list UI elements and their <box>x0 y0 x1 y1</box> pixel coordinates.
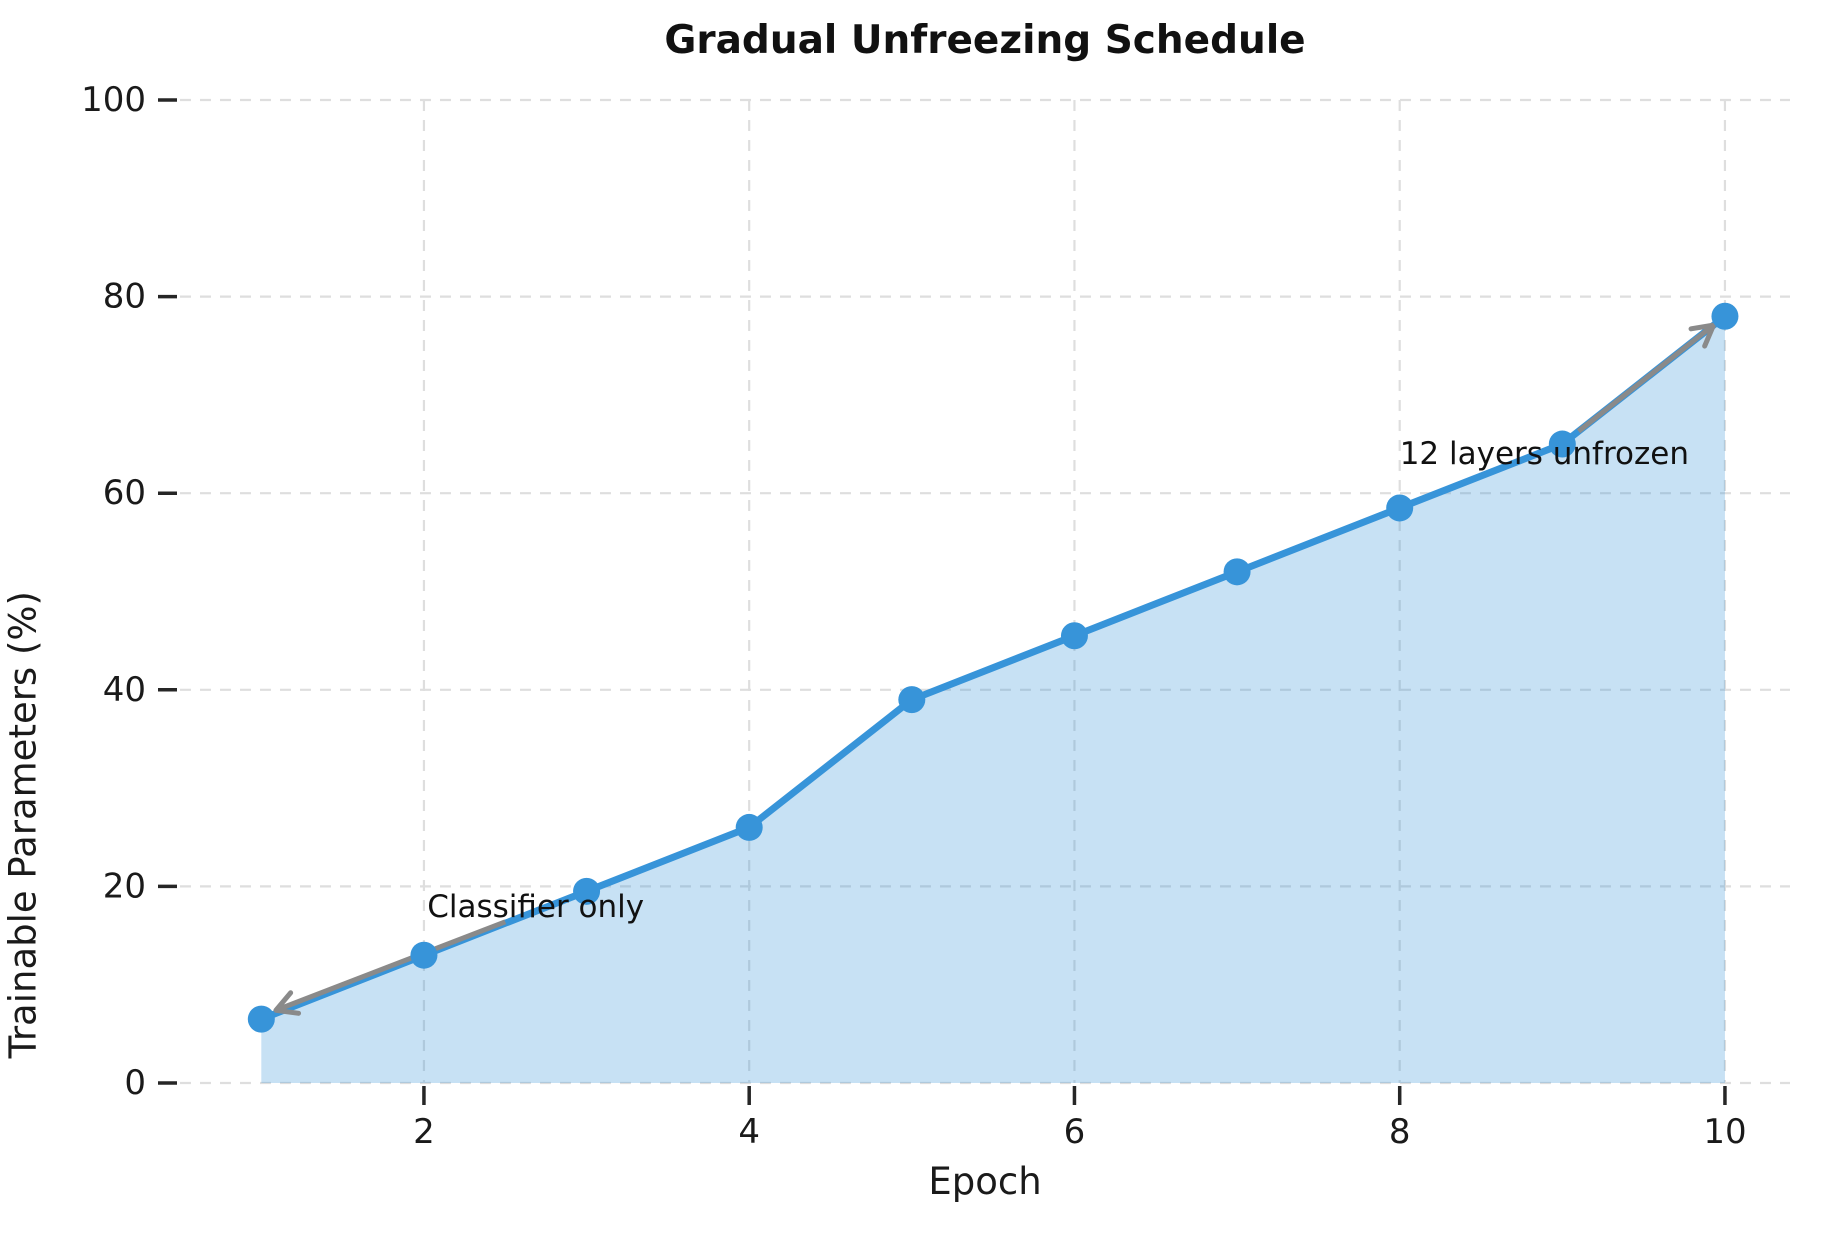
data-point <box>1548 430 1576 458</box>
x-tick-label: 8 <box>1389 1112 1411 1152</box>
data-point <box>573 877 601 905</box>
annotation-arrow <box>1577 322 1717 434</box>
x-axis-label: Epoch <box>928 1160 1042 1203</box>
y-tick-label: 80 <box>103 277 146 317</box>
x-tick-label: 6 <box>1064 1112 1086 1152</box>
y-tick-label: 60 <box>103 473 146 513</box>
y-tick-label: 40 <box>103 670 146 710</box>
data-point <box>1223 558 1251 586</box>
annotation-arrow <box>273 919 507 1016</box>
data-point <box>410 941 438 969</box>
data-point <box>898 686 926 714</box>
data-point <box>1711 302 1739 330</box>
area-fill <box>261 316 1725 1083</box>
y-tick-label: 100 <box>81 80 146 120</box>
data-point <box>1060 622 1088 650</box>
y-axis-label-text: Trainable Parameters (%) <box>1 591 44 1059</box>
annotation-text: Classifier only <box>427 889 644 925</box>
x-tick-label: 10 <box>1703 1112 1746 1152</box>
y-tick-label: 20 <box>103 866 146 906</box>
annotation-text: 12 layers unfrozen <box>1400 436 1689 472</box>
chart-title: Gradual Unfreezing Schedule <box>664 18 1306 63</box>
x-tick-label: 4 <box>738 1112 760 1152</box>
y-tick-label: 0 <box>124 1063 146 1103</box>
data-point <box>1386 494 1414 522</box>
data-point <box>247 1005 275 1033</box>
x-tick-label: 2 <box>413 1112 435 1152</box>
data-point <box>735 813 763 841</box>
